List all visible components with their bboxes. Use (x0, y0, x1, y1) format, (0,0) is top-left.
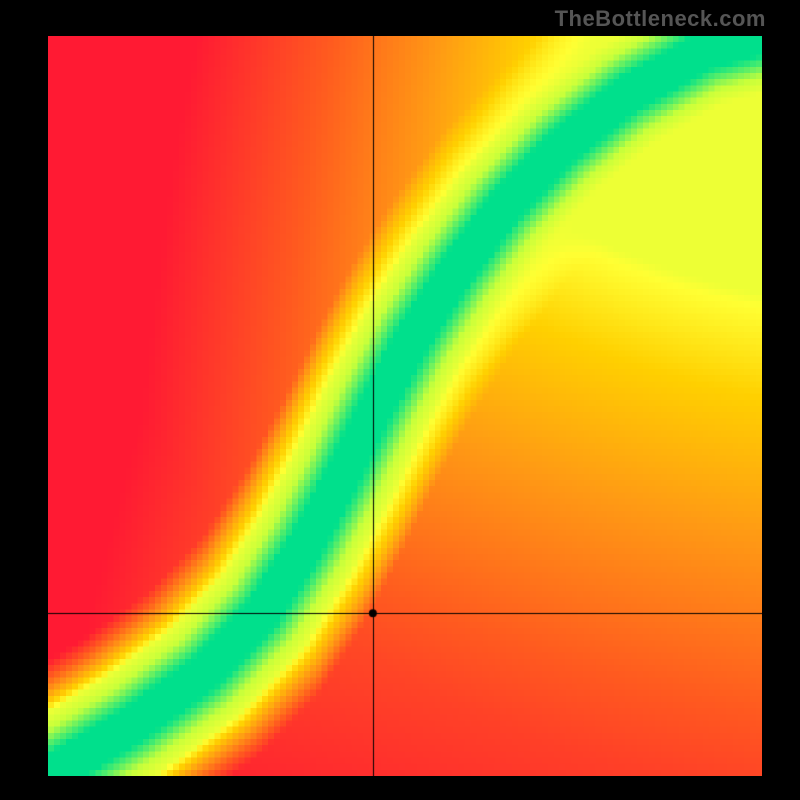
bottleneck-heatmap (48, 36, 762, 776)
watermark-text: TheBottleneck.com (555, 6, 766, 32)
chart-container: TheBottleneck.com (0, 0, 800, 800)
